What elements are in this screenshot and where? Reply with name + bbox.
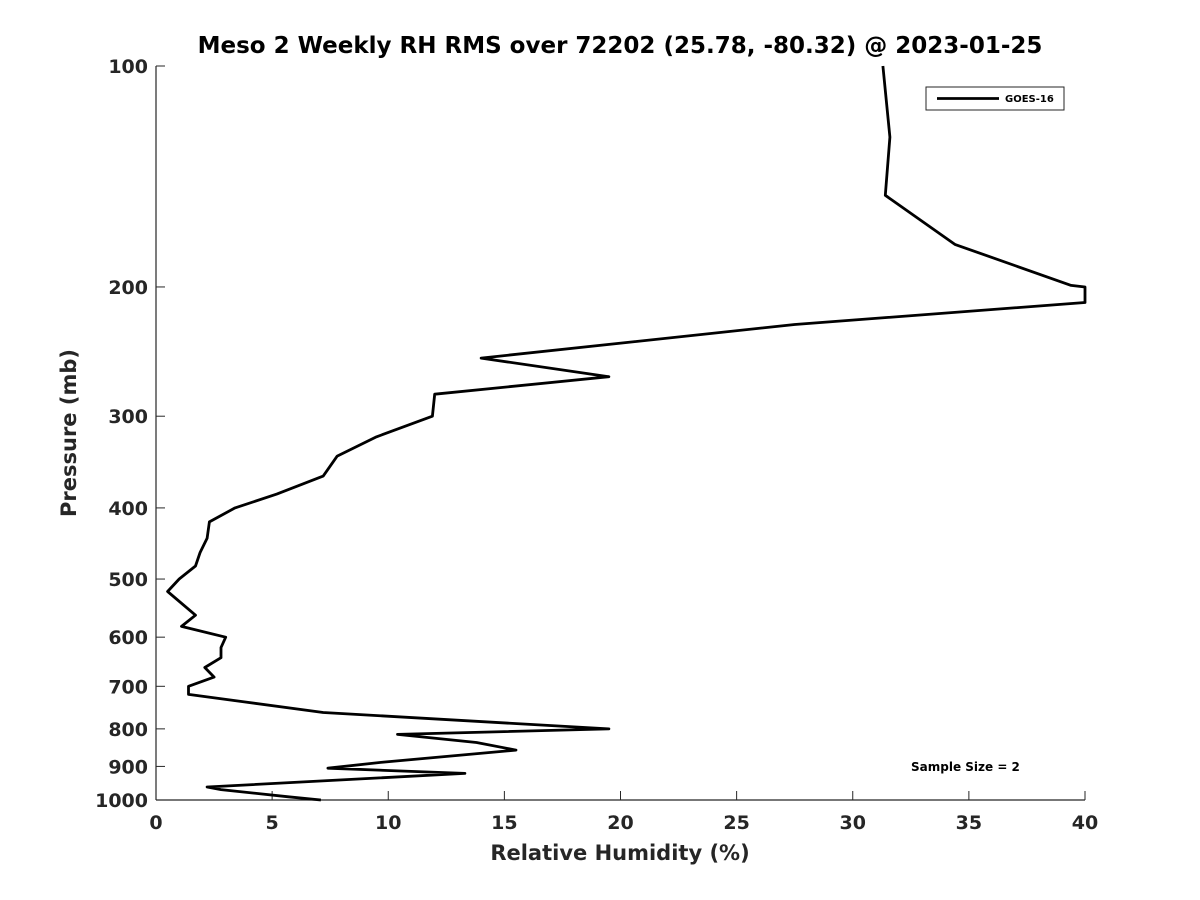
x-tick-label: 0: [149, 812, 162, 834]
x-axis-label: Relative Humidity (%): [490, 841, 749, 865]
y-tick-label: 900: [108, 756, 148, 778]
legend: GOES-16: [925, 86, 1065, 111]
x-tick-label: 30: [840, 812, 866, 834]
y-axis-label: Pressure (mb): [57, 349, 81, 517]
y-tick-label: 600: [108, 627, 148, 649]
chart-title: Meso 2 Weekly RH RMS over 72202 (25.78, …: [198, 33, 1043, 59]
x-tick-label: 40: [1072, 812, 1098, 834]
y-tick-label: 800: [108, 719, 148, 741]
y-tick-label: 100: [108, 56, 148, 78]
y-tick-label: 400: [108, 498, 148, 520]
plot-area: 0 5 10 15 20 25 30 35 40 100 200 300 400 500 600 700 80…: [95, 56, 1098, 834]
sample-size-annotation: Sample Size = 2: [911, 760, 1020, 774]
y-tick-label: 700: [108, 676, 148, 698]
x-tick-label: 20: [607, 812, 633, 834]
y-tick-label: 500: [108, 569, 148, 591]
x-tick-label: 25: [723, 812, 749, 834]
x-tick-label: 15: [491, 812, 517, 834]
y-tick-label: 1000: [95, 790, 148, 812]
x-tick-label: 10: [375, 812, 401, 834]
series-line-goes-16: [166, 65, 1087, 802]
x-axis-ticks: 0 5 10 15 20 25 30 35 40: [149, 791, 1098, 834]
x-tick-label: 5: [266, 812, 279, 834]
x-tick-label: 35: [956, 812, 982, 834]
y-tick-label: 300: [108, 406, 148, 428]
y-tick-label: 200: [108, 277, 148, 299]
y-axis-ticks: 100 200 300 400 500 600 700 800 900 1000: [95, 56, 165, 812]
legend-label-goes-16: GOES-16: [1005, 94, 1054, 105]
